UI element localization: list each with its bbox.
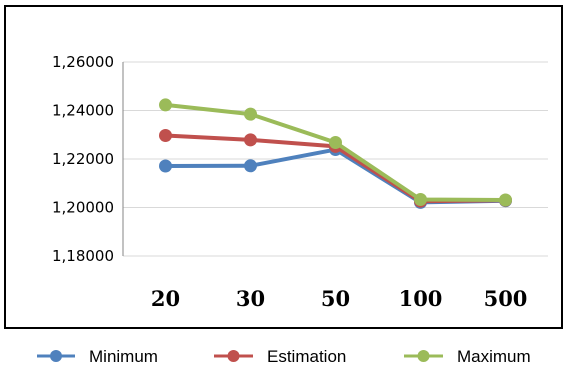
y-tick-label: 1,20000 [52,199,114,217]
legend-item-minimum: Minimum [37,347,158,366]
y-tick-label: 1,24000 [52,102,114,120]
x-axis-tick-labels: 20 30 50 100 500 [151,286,528,311]
data-point [244,159,257,173]
legend-marker [417,350,430,362]
data-point [329,136,342,150]
grid-lines [123,61,548,257]
x-tick-label: 50 [321,286,350,311]
series-line [165,147,506,205]
series-lines [159,98,512,209]
y-axis-tick-labels: 1,18000 1,20000 1,22000 1,24000 1,26000 [52,53,114,265]
data-point [499,193,512,207]
legend-item-maximum: Maximum [404,347,531,366]
data-point [414,192,427,206]
y-tick-label: 1,18000 [52,247,114,265]
series-maximum [159,98,512,207]
y-tick-label: 1,26000 [52,53,114,71]
legend-label: Estimation [267,347,346,366]
x-tick-label: 500 [484,286,528,311]
x-tick-label: 20 [151,286,180,311]
chart-frame [4,5,563,329]
data-point [159,128,172,142]
legend-label: Minimum [89,347,158,366]
legend-marker [50,350,62,362]
data-point [159,98,172,112]
data-point [159,159,172,173]
y-tick-label: 1,22000 [52,150,114,168]
data-point [244,107,257,121]
legend-label: Maximum [457,347,531,366]
legend: Minimum Estimation Maximum [37,347,531,366]
data-point [244,133,257,147]
legend-item-estimation: Estimation [214,347,346,366]
x-tick-label: 100 [399,286,443,311]
legend-marker [227,350,240,362]
x-tick-label: 30 [236,286,265,311]
